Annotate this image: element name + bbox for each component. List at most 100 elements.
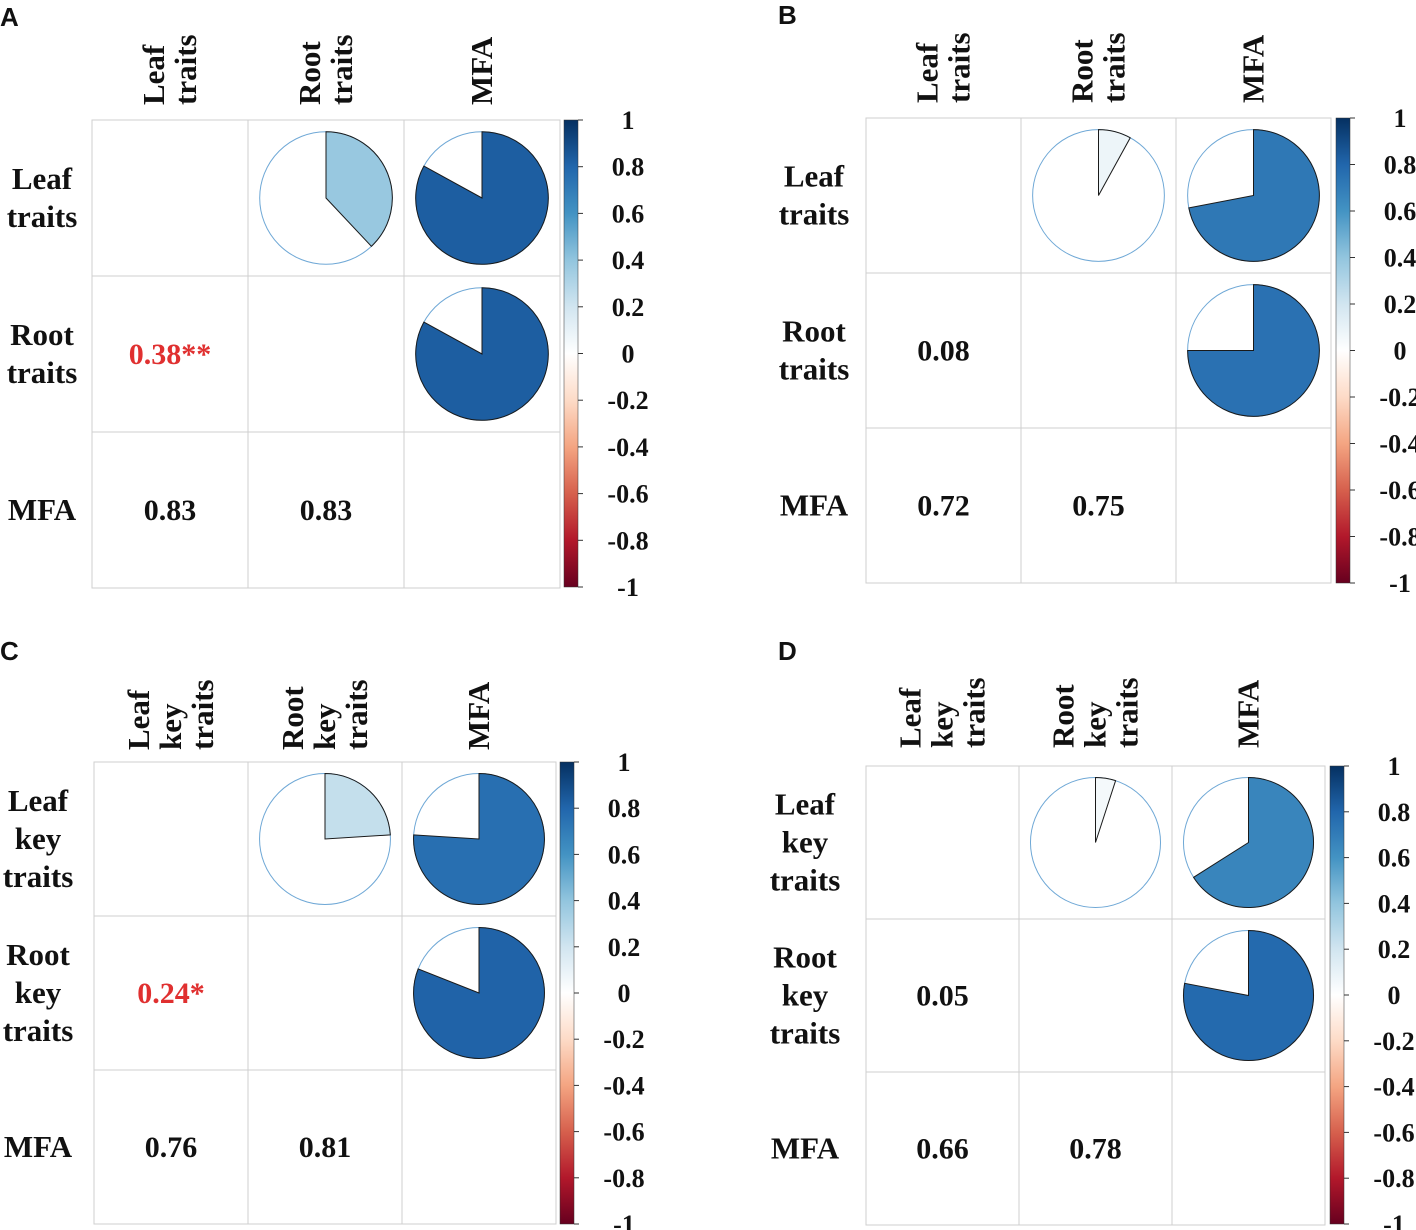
colorbar-tick-label: -1	[1389, 569, 1411, 598]
colorbar-tick-label: 0.6	[1384, 197, 1416, 226]
colorbar-tick-label: 0.4	[608, 887, 641, 916]
grid-frame	[91, 119, 561, 589]
colorbar-tick-label: -0.2	[607, 386, 648, 415]
colorbar	[563, 119, 579, 588]
colorbar-tick-label: 0.6	[612, 199, 645, 228]
colorbar	[559, 761, 575, 1225]
row-label: traits	[3, 859, 74, 894]
row-label: traits	[779, 197, 850, 232]
column-label: Root	[275, 686, 310, 750]
correlation-value: 0.72	[917, 490, 970, 523]
colorbar-tick-label: 0.6	[1378, 844, 1411, 873]
row-label: key	[15, 975, 62, 1010]
colorbar-tick-label: 0.8	[612, 153, 645, 182]
correlation-value: 0.75	[1072, 490, 1125, 523]
colorbar-tick-label: 1	[1394, 104, 1407, 133]
correlation-value: 0.81	[299, 1131, 352, 1164]
row-label: traits	[770, 863, 841, 898]
column-label: key	[307, 703, 342, 750]
row-label: Root	[782, 314, 846, 349]
colorbar-tick-label: 0.6	[608, 840, 641, 869]
column-label: traits	[168, 34, 203, 105]
colorbar-tick-label: -0.2	[1373, 1027, 1414, 1056]
correlation-value: 0.78	[1069, 1133, 1122, 1166]
pie-slice	[1095, 776, 1117, 843]
row-label: traits	[7, 355, 78, 390]
colorbar-tick-label: -0.6	[603, 1118, 644, 1147]
colorbar-tick-label: 1	[622, 106, 635, 135]
colorbar-tick-label: 1	[1388, 752, 1401, 781]
row-label: Leaf	[784, 159, 845, 194]
colorbar-tick-label: -0.2	[603, 1025, 644, 1054]
colorbar	[1329, 765, 1345, 1225]
row-label: Leaf	[12, 161, 73, 196]
column-label: Leaf	[121, 689, 156, 750]
colorbar-tick-label: -0.6	[1373, 1118, 1414, 1147]
column-label: traits	[324, 34, 359, 105]
row-label: key	[782, 978, 829, 1013]
correlation-value: 0.08	[917, 335, 970, 368]
colorbar-tick-label: 0	[1394, 337, 1407, 366]
pie-slice	[415, 131, 549, 265]
colorbar-tick-label: 0.4	[612, 246, 645, 275]
row-label: Root	[773, 940, 837, 975]
column-label: Root	[1046, 684, 1081, 748]
pie-slice	[413, 773, 545, 905]
column-label: MFA	[464, 36, 499, 105]
colorbar-tick-label: 0.4	[1378, 889, 1411, 918]
pie-slice	[1188, 129, 1320, 262]
colorbar-tick-label: -0.2	[1379, 383, 1416, 412]
column-label: traits	[339, 679, 374, 750]
row-label: key	[15, 821, 62, 856]
correlation-value: 0.83	[300, 494, 353, 527]
pie-slice	[1182, 929, 1314, 1062]
colorbar-tick-label: 0	[622, 340, 635, 369]
colorbar-tick-label: -0.8	[603, 1164, 644, 1193]
colorbar-tick-label: -0.8	[1379, 523, 1416, 552]
pie-slice	[325, 131, 393, 248]
correlation-value: 0.76	[145, 1131, 198, 1164]
pie-slice	[415, 287, 549, 421]
grid-frame	[865, 117, 1332, 584]
correlation-value: 0.83	[144, 494, 197, 527]
column-label: key	[925, 701, 960, 748]
column-label: Leaf	[136, 44, 171, 105]
row-label: MFA	[780, 488, 849, 523]
grid-frame	[93, 761, 557, 1225]
colorbar-tick-label: -0.8	[607, 526, 648, 555]
correlation-value: 0.05	[916, 980, 969, 1013]
colorbar-tick-label: 0	[1388, 981, 1401, 1010]
colorbar-tick-label: 0.2	[1384, 290, 1416, 319]
row-label: traits	[3, 1013, 74, 1048]
row-label: Root	[6, 937, 70, 972]
colorbar-tick-label: 0	[618, 979, 631, 1008]
colorbar-tick-label: -0.8	[1373, 1164, 1414, 1193]
row-label: MFA	[771, 1131, 840, 1166]
column-label: traits	[942, 32, 977, 103]
colorbar-tick-label: -1	[613, 1210, 635, 1230]
pie-slice	[1098, 129, 1131, 196]
column-label: traits	[185, 679, 220, 750]
pie-slice	[413, 927, 545, 1059]
colorbar-tick-label: 0.8	[1384, 151, 1416, 180]
colorbar-tick-label: 0.2	[608, 933, 641, 962]
row-label: traits	[7, 199, 78, 234]
row-label: traits	[770, 1016, 841, 1051]
column-label: Leaf	[893, 687, 928, 748]
row-label: Leaf	[8, 783, 69, 818]
colorbar-tick-label: -0.4	[1379, 430, 1416, 459]
correlation-value: 0.24*	[137, 977, 205, 1010]
column-label: key	[153, 703, 188, 750]
correlation-value: 0.38**	[129, 338, 212, 371]
panel-label: A	[0, 2, 19, 32]
colorbar-tick-label: -1	[617, 573, 639, 602]
panel-label: C	[0, 636, 19, 666]
colorbar-tick-label: -0.4	[1373, 1073, 1414, 1102]
column-label: MFA	[461, 681, 496, 750]
colorbar-tick-label: -0.6	[607, 480, 648, 509]
